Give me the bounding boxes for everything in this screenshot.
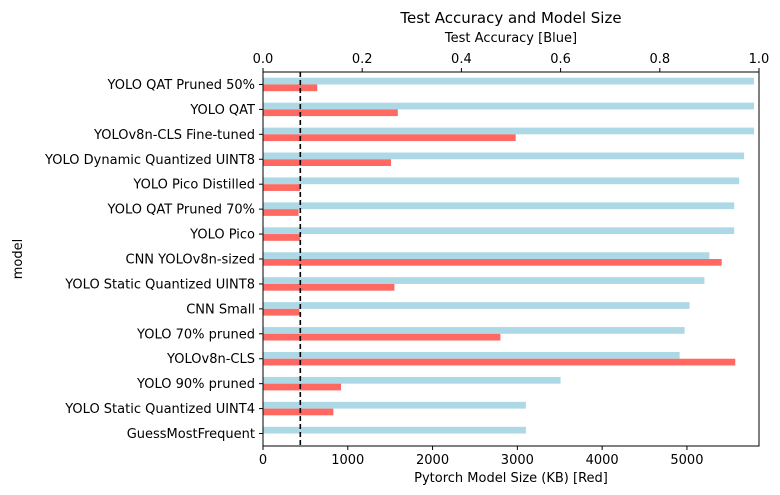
accuracy-bar [263, 227, 735, 235]
accuracy-bar [263, 77, 755, 85]
category-label: YOLO 70% pruned [136, 327, 255, 342]
category-label: YOLO Static Quantized UINT4 [64, 402, 255, 417]
category-label: YOLO 90% pruned [136, 377, 255, 392]
bottom-tick-label: 5000 [670, 453, 703, 468]
category-label: GuessMostFrequent [127, 427, 255, 442]
top-tick-label: 0.0 [253, 52, 274, 67]
category-label: CNN YOLOv8n-sized [126, 253, 256, 268]
plot-frame [262, 71, 760, 447]
accuracy-bar [263, 352, 680, 359]
accuracy-bar [263, 327, 685, 334]
accuracy-bar [263, 127, 755, 135]
accuracy-bar [263, 277, 705, 284]
size-bar [263, 134, 516, 142]
bottom-tick-label: 2000 [416, 453, 449, 468]
top-tick-label: 0.2 [352, 52, 373, 67]
category-label: YOLO Static Quantized UINT8 [64, 277, 255, 292]
size-bar [263, 209, 299, 216]
top-tick-label: 0.4 [451, 52, 472, 67]
size-bar [263, 84, 318, 92]
y-axis-label: model [11, 239, 26, 279]
accuracy-bar [263, 177, 740, 185]
accuracy-bar [263, 426, 526, 434]
category-label: CNN Small [186, 302, 255, 317]
bottom-axis-label: Pytorch Model Size (KB) [Red] [414, 471, 608, 486]
size-bar [263, 283, 395, 291]
category-label: YOLO QAT [189, 103, 255, 118]
category-labels-group: YOLO QAT Pruned 50% YOLO QAT YOLOv8n-CLS F… [44, 78, 255, 442]
accuracy-bar [263, 302, 690, 309]
size-bar [263, 308, 300, 316]
top-tick-label: 0.6 [550, 52, 571, 67]
category-label: YOLO Pico [189, 228, 255, 243]
category-label: YOLO QAT Pruned 50% [106, 78, 255, 93]
size-bar [263, 408, 334, 416]
size-bar [263, 109, 398, 117]
category-label: YOLOv8n-CLS Fine-tuned [93, 128, 255, 143]
bars-group [263, 77, 755, 434]
top-tick-label: 1.0 [749, 52, 770, 67]
accuracy-bar [263, 152, 745, 160]
ticks-group: 0 1000 2000 3000 4000 5000 0.0 0.2 0.4 0.6 0.8 1.0 [253, 52, 770, 468]
size-bar [263, 184, 301, 191]
size-bar [263, 358, 736, 366]
accuracy-bar [263, 401, 526, 409]
accuracy-bar [263, 252, 710, 259]
bottom-tick-label: 1000 [331, 453, 364, 468]
category-label: YOLO QAT Pruned 70% [106, 203, 255, 218]
top-axis-label: Test Accuracy [Blue] [444, 31, 577, 46]
size-bar [263, 333, 501, 341]
size-bar [263, 234, 301, 241]
category-label: YOLO Dynamic Quantized UINT8 [44, 153, 255, 168]
accuracy-bar [263, 202, 735, 210]
accuracy-bar [263, 102, 755, 110]
bottom-tick-label: 0 [259, 453, 267, 468]
size-bar [263, 383, 342, 391]
accuracy-bar [263, 376, 561, 384]
category-label: YOLO Pico Distilled [132, 178, 255, 193]
top-tick-label: 0.8 [649, 52, 670, 67]
bottom-tick-label: 4000 [586, 453, 619, 468]
size-bar [263, 159, 392, 166]
bottom-tick-label: 3000 [501, 453, 534, 468]
category-label: YOLOv8n-CLS [166, 352, 255, 367]
chart-title: Test Accuracy and Model Size [399, 9, 621, 27]
size-bar [263, 259, 722, 266]
